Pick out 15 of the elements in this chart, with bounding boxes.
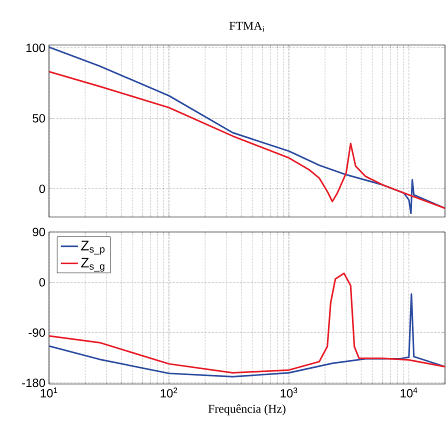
y-tick-label: 0 <box>39 278 46 287</box>
legend-label: Z$_{s_p}$ <box>81 240 105 255</box>
x-axis-title: Frequência (Hz) <box>208 404 286 416</box>
y-tick-label: -90 <box>28 328 46 337</box>
y-tick-label: 50 <box>32 114 46 123</box>
legend-label: Z$_{s_g}$ <box>81 258 104 272</box>
y-tick-label: 0 <box>39 184 46 194</box>
x-tick-label: 10$^{2}$ <box>160 388 178 398</box>
chart-title: FTMA$_{i}$ <box>229 22 264 32</box>
x-tick-label: 10$^{3}$ <box>280 388 298 398</box>
y-tick-label: 100 <box>26 44 46 52</box>
x-tick-label: 10$^{1}$ <box>40 388 58 398</box>
y-tick-label: 90 <box>32 228 46 236</box>
x-tick-label: 10$^{4}$ <box>400 388 418 398</box>
y-tick-label: -180 <box>22 378 46 388</box>
